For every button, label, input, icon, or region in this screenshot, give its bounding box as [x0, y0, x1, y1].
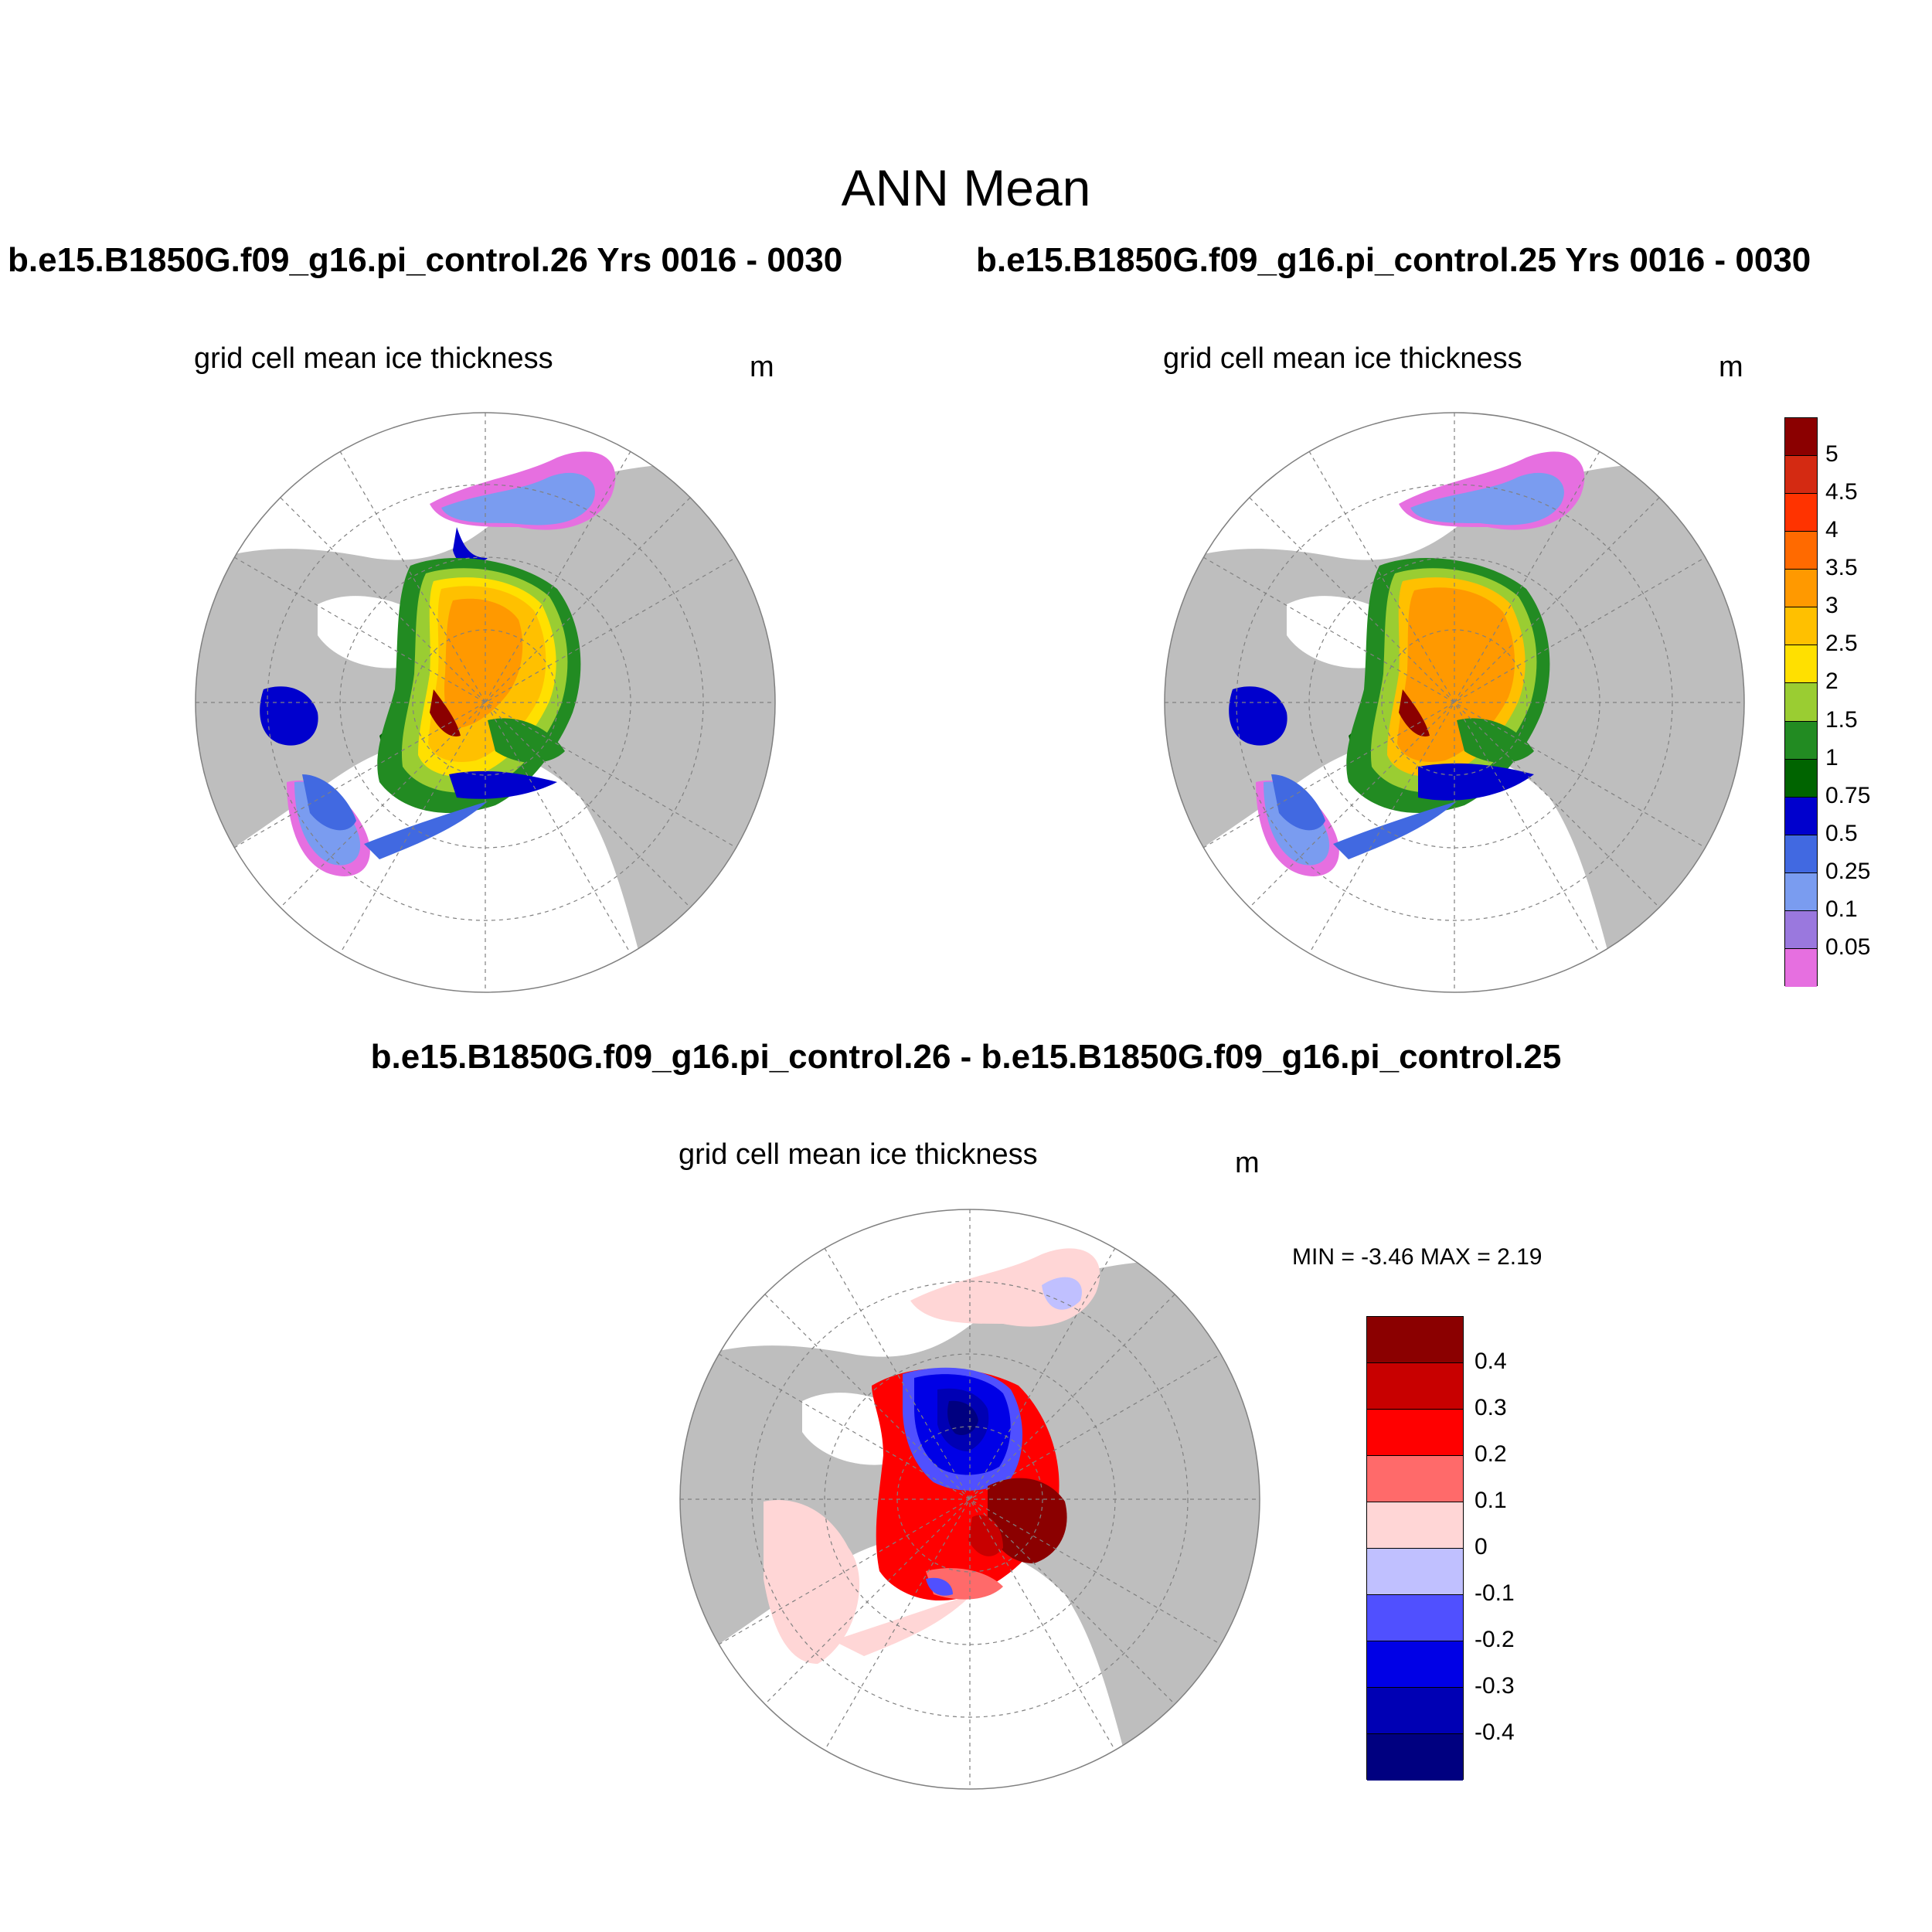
colorbar-tick-label: 2: [1825, 668, 1838, 695]
ice-thickness-field: [260, 451, 616, 876]
panel-1-polar-map: [195, 412, 776, 993]
colorbar-swatch: [1785, 872, 1817, 911]
colorbar-swatch: [1785, 683, 1817, 722]
difference-polar-map: [679, 1209, 1260, 1790]
difference-variable-label: grid cell mean ice thickness: [679, 1138, 1038, 1171]
colorbar-tick-label: 0.05: [1825, 934, 1871, 960]
colorbar-swatch: [1367, 1641, 1463, 1688]
colorbar-tick-label: 0.25: [1825, 858, 1871, 884]
colorbar-swatch: [1785, 759, 1817, 798]
map-border: [1164, 412, 1745, 993]
panel-1-variable-label: grid cell mean ice thickness: [194, 342, 553, 375]
colorbar-tick-label: -0.2: [1475, 1627, 1515, 1652]
panel-2-polar-map: [1164, 412, 1745, 993]
map-border: [195, 412, 776, 993]
colorbar-tick-label: 3.5: [1825, 555, 1858, 581]
colorbar-tick-label: 1.5: [1825, 706, 1858, 733]
map-border: [679, 1209, 1260, 1790]
colorbar-swatch: [1367, 1363, 1463, 1410]
colorbar-swatch: [1367, 1549, 1463, 1595]
colorbar-swatch: [1785, 797, 1817, 835]
colorbar-swatch: [1367, 1410, 1463, 1456]
colorbar-swatch: [1785, 835, 1817, 873]
colorbar-swatch: [1785, 532, 1817, 570]
difference-colorbar: [1366, 1316, 1464, 1781]
colorbar-tick-label: 1: [1825, 744, 1838, 770]
graticule: [196, 413, 775, 992]
thickness-colorbar: [1784, 417, 1818, 987]
difference-minmax: MIN = -3.46 MAX = 2.19: [1292, 1244, 1543, 1270]
graticule: [680, 1209, 1260, 1789]
colorbar-tick-label: 0.1: [1475, 1488, 1507, 1513]
colorbar-swatch: [1785, 418, 1817, 457]
difference-title: b.e15.B1850G.f09_g16.pi_control.26 - b.e…: [370, 1038, 1562, 1076]
colorbar-swatch: [1367, 1688, 1463, 1734]
colorbar-tick-label: -0.1: [1475, 1580, 1515, 1606]
colorbar-swatch: [1367, 1456, 1463, 1502]
colorbar-swatch: [1785, 494, 1817, 532]
colorbar-swatch: [1367, 1595, 1463, 1641]
colorbar-tick-label: 2.5: [1825, 631, 1858, 657]
colorbar-tick-label: 0.75: [1825, 782, 1871, 808]
colorbar-tick-label: 5: [1825, 441, 1838, 468]
colorbar-swatch: [1367, 1734, 1463, 1781]
colorbar-swatch: [1785, 607, 1817, 646]
colorbar-tick-label: 0.3: [1475, 1395, 1507, 1420]
colorbar-swatch: [1785, 910, 1817, 949]
graticule: [1165, 413, 1744, 992]
colorbar-tick-label: 0: [1475, 1534, 1488, 1560]
colorbar-tick-label: -0.4: [1475, 1719, 1515, 1745]
panel-1-run-title: b.e15.B1850G.f09_g16.pi_control.26 Yrs 0…: [8, 241, 843, 279]
colorbar-swatch: [1367, 1317, 1463, 1363]
panel-2-run-title: b.e15.B1850G.f09_g16.pi_control.25 Yrs 0…: [976, 241, 1811, 279]
colorbar-tick-label: 0.2: [1475, 1441, 1507, 1467]
colorbar-tick-label: 0.5: [1825, 820, 1858, 846]
colorbar-swatch: [1367, 1502, 1463, 1549]
panel-2-units-label: m: [1719, 351, 1743, 383]
colorbar-tick-label: 4: [1825, 517, 1838, 543]
colorbar-swatch: [1785, 456, 1817, 495]
panel-1-units-label: m: [750, 351, 774, 383]
colorbar-tick-label: -0.3: [1475, 1673, 1515, 1699]
colorbar-tick-label: 0.4: [1475, 1349, 1507, 1374]
panel-2-variable-label: grid cell mean ice thickness: [1163, 342, 1522, 375]
colorbar-swatch: [1785, 721, 1817, 760]
difference-units-label: m: [1235, 1147, 1260, 1179]
ice-thickness-field: [1229, 451, 1585, 876]
ice-thickness-difference-field: [764, 1248, 1100, 1664]
colorbar-swatch: [1785, 948, 1817, 987]
colorbar-tick-label: 0.1: [1825, 896, 1858, 922]
colorbar-swatch: [1785, 570, 1817, 608]
colorbar-tick-label: 3: [1825, 593, 1838, 619]
main-title: ANN Mean: [841, 159, 1091, 216]
colorbar-swatch: [1785, 645, 1817, 684]
colorbar-tick-label: 4.5: [1825, 479, 1858, 505]
